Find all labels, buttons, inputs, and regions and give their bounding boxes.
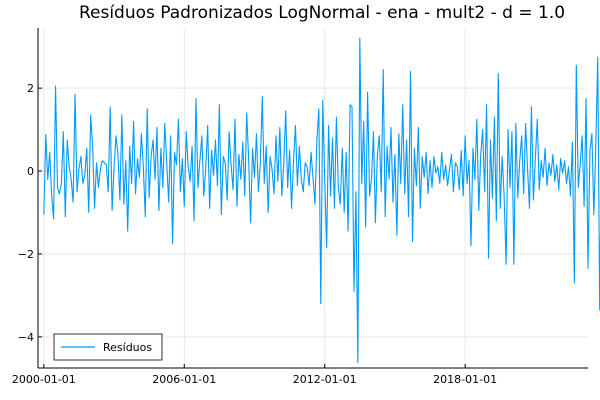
x-tick-label: 2006-01-01	[152, 373, 216, 386]
series-group	[43, 37, 600, 364]
y-tick-label: 0	[27, 165, 34, 178]
legend: Resíduos	[53, 333, 163, 361]
chart-title: Resíduos Padronizados LogNormal - ena - …	[79, 3, 565, 23]
y-tick-label: −4	[18, 331, 34, 344]
axes	[37, 28, 588, 369]
x-tick-label: 2018-01-01	[433, 373, 497, 386]
x-axis-ticks: 2000-01-01 2006-01-01 2012-01-01 2018-01-01	[12, 364, 497, 386]
y-axis-ticks: −4 −2 0 2	[18, 82, 42, 344]
y-tick-label: −2	[18, 248, 34, 261]
x-tick-label: 2012-01-01	[293, 373, 357, 386]
legend-label: Resíduos	[103, 341, 152, 354]
y-tick-label: 2	[27, 82, 34, 95]
x-tick-label: 2000-01-01	[12, 373, 76, 386]
series-line-residuos	[43, 37, 600, 364]
